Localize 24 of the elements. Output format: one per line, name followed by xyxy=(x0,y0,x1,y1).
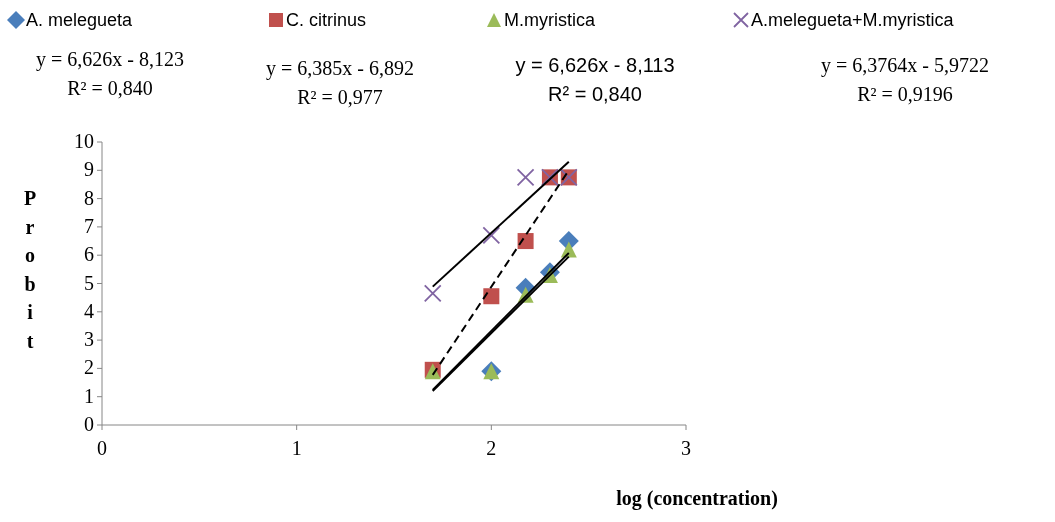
y-tick-label: 1 xyxy=(84,384,94,407)
x-axis-title: log (concentration) xyxy=(616,487,778,510)
text: y = 6,626x - 8,113 R² = 0,840 xyxy=(515,54,675,105)
y-tick-label: 5 xyxy=(84,271,94,294)
y-tick-label: 6 xyxy=(84,243,94,266)
y-tick-label: 10 xyxy=(74,130,94,152)
y-tick-label: 0 xyxy=(84,413,94,435)
text: y = 6,626x - 8,123 R² = 0,840 xyxy=(36,48,184,99)
y-tick-label: 8 xyxy=(84,186,94,209)
text: y = 6,3764x - 5,9722 R² = 0,9196 xyxy=(821,54,989,105)
text: y = 6,385x - 6,892 R² = 0,977 xyxy=(266,57,414,108)
legend-label: C. citrinus xyxy=(286,10,367,30)
y-tick-label: 2 xyxy=(84,356,94,379)
legend-label: A. melegueta xyxy=(26,10,134,30)
x-tick-label: 2 xyxy=(486,437,497,459)
y-tick-label: 3 xyxy=(84,328,94,351)
y-tick-label: 9 xyxy=(84,158,94,181)
x-tick-label: 1 xyxy=(291,437,302,459)
legend-label: A.melegueta+M.myristica xyxy=(751,10,955,30)
y-axis-title: Probit xyxy=(23,187,37,352)
legend-label: M.myristica xyxy=(504,10,596,30)
y-tick-label: 7 xyxy=(84,214,94,237)
y-tick-label: 4 xyxy=(84,299,94,322)
x-tick-label: 3 xyxy=(681,437,691,459)
